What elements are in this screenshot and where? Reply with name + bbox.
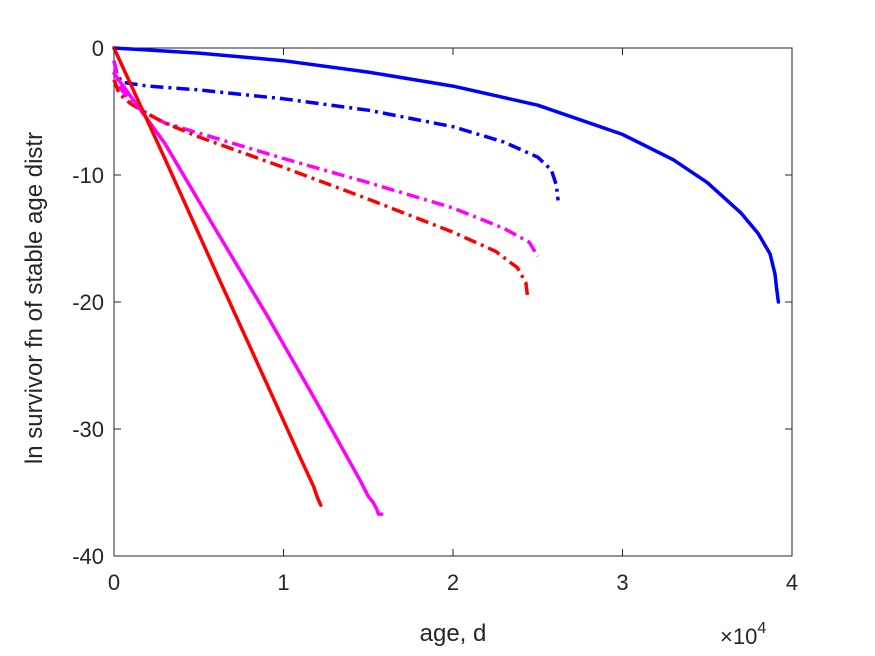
plot-frame <box>113 47 793 557</box>
plot-area <box>113 47 793 557</box>
x-axis-multiplier: ×104 <box>720 620 766 649</box>
axis-ticks: 0 1 2 3 4 0 -10 -20 -30 -40 <box>72 36 798 595</box>
x-axis-label: age, d <box>420 620 487 647</box>
y-axis-label: ln survivor fn of stable age distr <box>21 132 48 464</box>
series-line-4 <box>112 79 530 298</box>
x-axis-multiplier-base: ×10 <box>720 624 757 649</box>
y-tick-label: -30 <box>72 417 104 442</box>
x-tick-label: 2 <box>447 570 459 595</box>
x-tick-label: 1 <box>277 570 289 595</box>
y-tick-label: -10 <box>72 163 104 188</box>
y-tick-label: -40 <box>72 544 104 569</box>
x-tick-label: 0 <box>108 570 120 595</box>
series-group <box>112 46 781 516</box>
series-line-5 <box>112 71 384 516</box>
x-axis-multiplier-exponent: 4 <box>757 620 766 637</box>
series-line-6 <box>112 46 323 507</box>
series-line-2 <box>112 60 560 201</box>
series-line-1 <box>112 46 781 304</box>
series-line-3 <box>112 60 540 258</box>
y-tick-label: -20 <box>72 290 104 315</box>
x-tick-label: 3 <box>616 570 628 595</box>
x-tick-label: 4 <box>786 570 798 595</box>
y-tick-label: 0 <box>92 36 104 61</box>
